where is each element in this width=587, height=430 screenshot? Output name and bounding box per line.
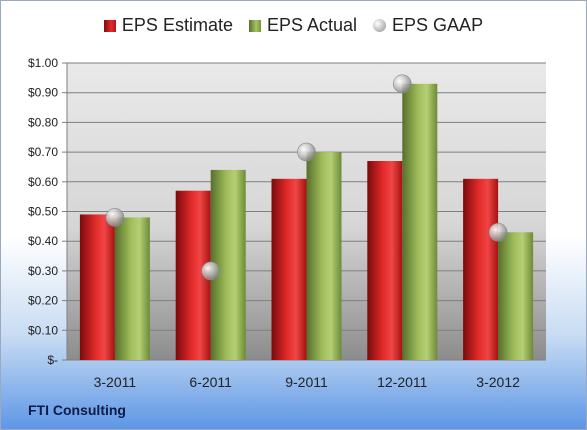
legend: EPS Estimate EPS Actual EPS GAAP bbox=[1, 15, 586, 36]
y-tick-label: $0.80 bbox=[28, 115, 58, 129]
bar-eps-actual bbox=[114, 217, 150, 360]
bar-eps-estimate bbox=[271, 178, 307, 360]
y-tick-label: $0.90 bbox=[28, 86, 58, 100]
point-eps-gaap bbox=[105, 208, 125, 227]
legend-item-gaap: EPS GAAP bbox=[373, 15, 483, 36]
y-tick-label: $0.50 bbox=[28, 205, 58, 219]
bar-eps-actual bbox=[402, 83, 438, 360]
legend-item-estimate: EPS Estimate bbox=[103, 15, 233, 36]
bar-eps-estimate bbox=[463, 178, 499, 360]
y-tick-label: $0.70 bbox=[28, 145, 58, 159]
y-tick-label: $1.00 bbox=[28, 56, 58, 70]
y-tick-label: $0.10 bbox=[28, 323, 58, 337]
legend-label-estimate: EPS Estimate bbox=[121, 15, 233, 35]
y-tick-label: $- bbox=[47, 353, 58, 367]
bar-eps-estimate bbox=[79, 214, 115, 360]
legend-label-gaap: EPS GAAP bbox=[392, 15, 484, 35]
point-eps-gaap bbox=[201, 261, 220, 281]
legend-item-actual: EPS Actual bbox=[248, 15, 358, 36]
point-eps-gaap bbox=[392, 74, 412, 94]
bars bbox=[79, 83, 534, 360]
x-tick-label: 3-2012 bbox=[476, 374, 520, 390]
bar-eps-actual bbox=[306, 152, 342, 360]
point-eps-gaap bbox=[488, 222, 508, 242]
x-tick-label: 9-2011 bbox=[285, 374, 328, 390]
legend-swatch-actual bbox=[248, 19, 261, 32]
x-tick-label: 3-2011 bbox=[94, 374, 137, 390]
x-axis-labels: 3-2011 6-2011 9-2011 12-2011 3-2012 bbox=[94, 374, 520, 390]
company-name: FTI Consulting bbox=[28, 402, 126, 418]
y-tick-label: $0.20 bbox=[28, 294, 58, 308]
y-tick-label: $0.30 bbox=[28, 264, 58, 278]
point-eps-gaap bbox=[297, 142, 316, 162]
legend-swatch-gaap bbox=[373, 19, 387, 32]
y-tick-label: $0.60 bbox=[28, 175, 58, 189]
bar-eps-actual bbox=[498, 232, 534, 360]
x-tick-label: 6-2011 bbox=[189, 374, 232, 390]
y-axis-labels: $- $0.10 $0.20 $0.30 $0.40 $0.50 $0.60 $0.70 $0.… bbox=[28, 56, 58, 367]
gaap-points bbox=[105, 74, 508, 281]
legend-swatch-estimate bbox=[103, 19, 116, 32]
legend-label-actual: EPS Actual bbox=[266, 15, 358, 35]
y-tick-label: $0.40 bbox=[28, 234, 58, 248]
x-tick-label: 12-2011 bbox=[377, 374, 428, 390]
bar-eps-estimate bbox=[367, 161, 403, 360]
